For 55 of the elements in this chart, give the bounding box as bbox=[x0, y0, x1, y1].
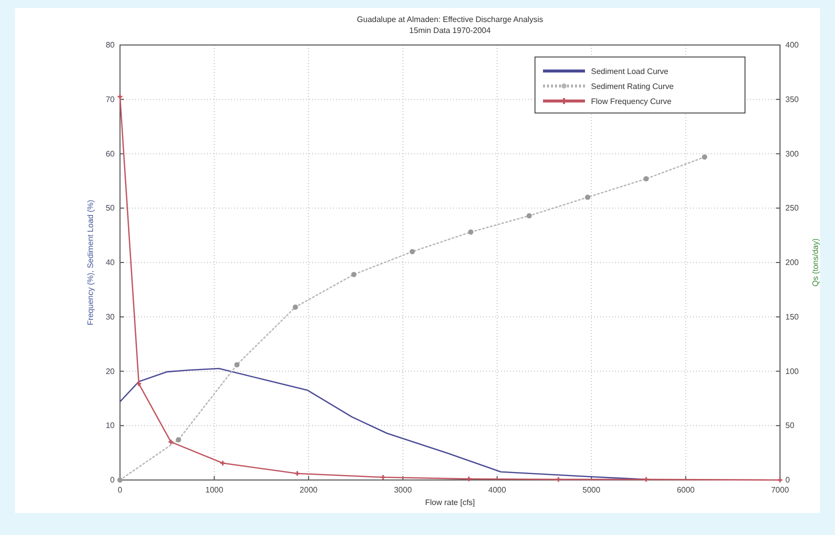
point bbox=[168, 440, 174, 444]
y-tick-label: 60 bbox=[106, 149, 116, 158]
y-tick-label: 0 bbox=[110, 476, 116, 485]
y2-tick-label: 100 bbox=[785, 366, 800, 376]
y-tick-label: 80 bbox=[106, 40, 116, 50]
point bbox=[351, 272, 356, 278]
point bbox=[643, 176, 649, 182]
point bbox=[644, 477, 648, 482]
point bbox=[466, 476, 472, 482]
line-series bbox=[119, 368, 647, 480]
x-tick-label: 2000 bbox=[300, 486, 318, 495]
point bbox=[702, 154, 708, 160]
point bbox=[468, 229, 474, 235]
x-tick-label: 7000 bbox=[771, 486, 790, 495]
legend-label: Flow Frequency Curve bbox=[591, 97, 672, 106]
y2-tick-label: 300 bbox=[785, 149, 800, 158]
point bbox=[117, 477, 123, 483]
point bbox=[292, 304, 298, 310]
y2-tick-label: 250 bbox=[785, 204, 800, 213]
x-tick-label: 0 bbox=[118, 486, 123, 495]
x-tick-label: 4000 bbox=[488, 486, 507, 495]
chart-title: Guadalupe at Almaden: Effective Discharge Analysis bbox=[356, 15, 544, 24]
point bbox=[556, 477, 561, 482]
y2-tick-label: 50 bbox=[785, 421, 795, 430]
point bbox=[176, 437, 182, 442]
point bbox=[380, 474, 386, 480]
y-tick-label: 30 bbox=[106, 312, 116, 322]
x-axis-title: Flow rate [cfs] bbox=[425, 498, 475, 507]
x-tick-label: 3000 bbox=[394, 486, 412, 495]
y2-tick-label: 0 bbox=[785, 476, 790, 485]
point bbox=[294, 471, 300, 476]
y2-tick-label: 350 bbox=[785, 94, 800, 104]
chart-subtitle: 15min Data 1970-2004 bbox=[409, 26, 492, 35]
y2-tick-label: 200 bbox=[785, 258, 800, 268]
legend-label: Sediment Load Curve bbox=[591, 67, 669, 76]
point bbox=[118, 94, 122, 99]
point bbox=[585, 194, 590, 200]
point bbox=[136, 381, 142, 386]
legend-label: Sediment Rating Curve bbox=[591, 82, 674, 91]
y-tick-label: 70 bbox=[106, 94, 116, 104]
y2-axis-title: Qs (tons/day) bbox=[811, 238, 820, 287]
y-tick-label: 40 bbox=[106, 258, 116, 268]
y-axis-title: Frequency (%), Sediment Load (%) bbox=[86, 199, 95, 326]
point bbox=[410, 248, 415, 254]
point bbox=[220, 460, 226, 466]
x-tick-label: 6000 bbox=[676, 486, 696, 495]
x-tick-label: 5000 bbox=[582, 486, 601, 495]
y2-tick-label: 400 bbox=[785, 40, 800, 50]
y-tick-label: 10 bbox=[106, 421, 116, 430]
y-tick-label: 20 bbox=[106, 366, 116, 376]
y-tick-label: 50 bbox=[106, 204, 116, 213]
point bbox=[526, 213, 532, 218]
x-tick-label: 1000 bbox=[205, 486, 224, 495]
y2-tick-label: 150 bbox=[785, 312, 800, 322]
point bbox=[234, 362, 240, 368]
